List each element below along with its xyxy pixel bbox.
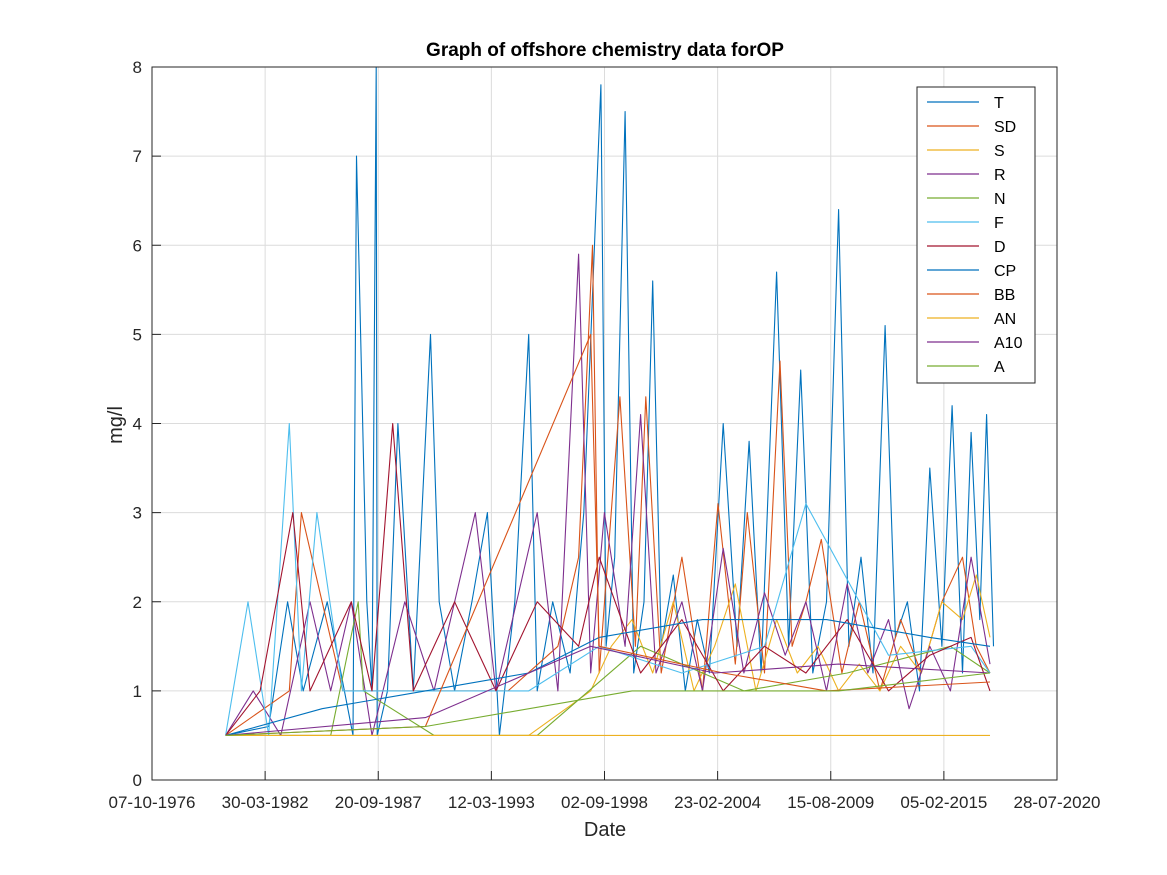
- y-tick-label: 4: [133, 415, 142, 434]
- chart-title: Graph of offshore chemistry data forOP: [426, 40, 784, 61]
- legend-entry: A10: [994, 335, 1023, 352]
- legend-entry: A: [994, 359, 1005, 376]
- y-tick-label: 5: [133, 325, 142, 344]
- series-line-cp: [225, 619, 991, 736]
- x-tick-label: 20-09-1987: [335, 793, 422, 812]
- series-line-d: [225, 422, 991, 736]
- legend-entry: D: [994, 239, 1006, 256]
- x-tick-label: 07-10-1976: [109, 793, 196, 812]
- x-tick-label: 05-02-2015: [900, 793, 987, 812]
- x-axis-label: Date: [584, 819, 626, 841]
- x-tick-label: 23-02-2004: [674, 793, 761, 812]
- x-tick-label: 02-09-1998: [561, 793, 648, 812]
- legend-entry: SD: [994, 119, 1016, 136]
- y-tick-label: 3: [133, 504, 142, 523]
- x-tick-label: 30-03-1982: [222, 793, 309, 812]
- y-axis: 0 1 2 3 4 5 6 7 8: [133, 58, 161, 790]
- y-tick-label: 6: [133, 236, 142, 255]
- y-tick-label: 0: [133, 771, 142, 790]
- series-line-t: [225, 66, 995, 736]
- y-tick-label: 2: [133, 593, 142, 612]
- x-axis: 07-10-1976 30-03-1982 20-09-1987 12-03-1993…: [109, 771, 1101, 812]
- legend-entry: F: [994, 215, 1004, 232]
- legend-entry: T: [994, 95, 1004, 112]
- legend-box: [916, 86, 1036, 384]
- series-line-sd: [225, 244, 991, 736]
- x-tick-label: 28-07-2020: [1014, 793, 1101, 812]
- x-tick-label: 15-08-2009: [787, 793, 874, 812]
- legend-entry: R: [994, 167, 1006, 184]
- legend-entry: AN: [994, 311, 1016, 328]
- y-tick-label: 7: [133, 147, 142, 166]
- y-axis-label: mg/l: [105, 406, 127, 444]
- series-line-f: [225, 422, 991, 736]
- series-line-a10: [225, 645, 991, 736]
- y-tick-label: 1: [133, 682, 142, 701]
- legend-entry: S: [994, 143, 1005, 160]
- plot-area: [225, 66, 995, 736]
- series-line-a: [225, 672, 991, 736]
- legend-entry: N: [994, 191, 1006, 208]
- y-tick-label: 8: [133, 58, 142, 77]
- legend-entry: BB: [994, 287, 1015, 304]
- legend-entry: CP: [994, 263, 1016, 280]
- x-tick-label: 12-03-1993: [448, 793, 535, 812]
- series-line-r: [225, 253, 991, 736]
